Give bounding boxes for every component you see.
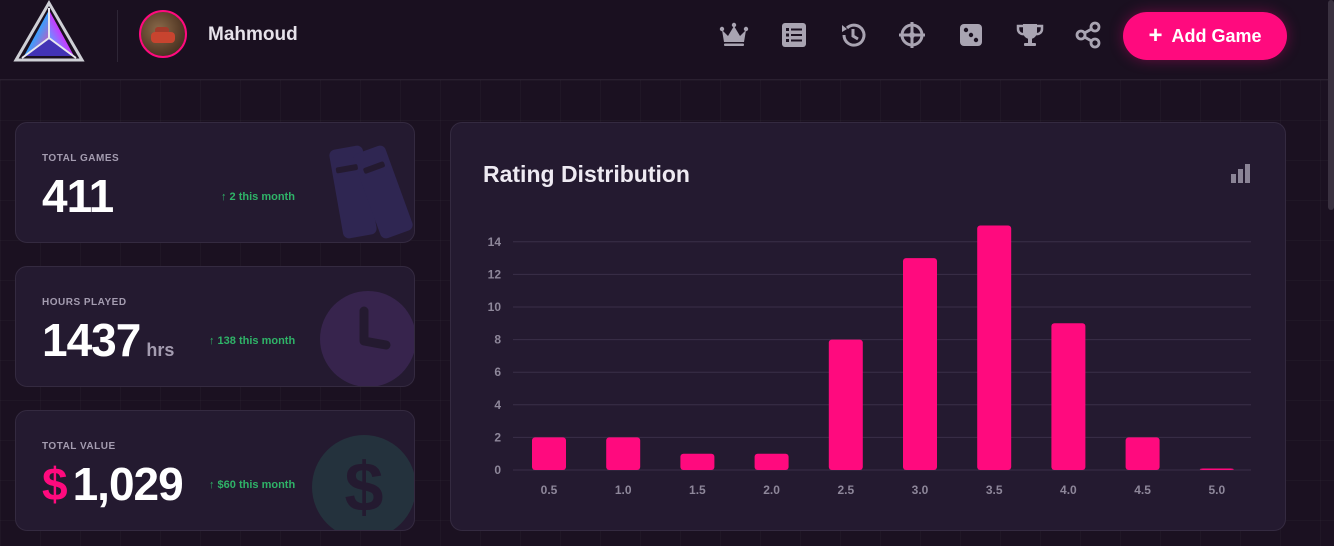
list-icon[interactable] [779, 20, 809, 50]
books-icon [329, 145, 413, 239]
rating-bar[interactable] [606, 437, 641, 470]
app-logo-icon[interactable] [12, 0, 86, 68]
username: Mahmoud [208, 24, 298, 45]
top-bar: Mahmoud + Add Game [0, 0, 1334, 80]
rating-bar[interactable] [903, 258, 937, 470]
trophy-icon[interactable] [1015, 20, 1045, 50]
hours-played-trend: ↑ 138 this month [209, 335, 296, 347]
crosshair-icon[interactable] [897, 20, 927, 50]
rating-bar[interactable] [828, 339, 863, 470]
currency-symbol: $ [42, 458, 68, 510]
add-game-button[interactable]: + Add Game [1123, 12, 1287, 60]
total-value-value-group: $1,029 [42, 457, 184, 511]
y-tick-label: 14 [488, 235, 502, 249]
x-tick-label: 3.5 [986, 483, 1003, 497]
plus-icon: + [1148, 22, 1163, 49]
clock-icon [320, 291, 414, 386]
hours-played-label: HOURS PLAYED [42, 297, 127, 308]
svg-text:$: $ [345, 448, 384, 526]
y-tick-label: 2 [494, 430, 501, 444]
y-tick-label: 12 [488, 267, 502, 281]
x-tick-label: 1.0 [615, 483, 632, 497]
x-tick-label: 1.5 [689, 483, 706, 497]
hours-played-value-group: 1437 hrs [42, 313, 174, 367]
history-icon[interactable] [838, 20, 868, 50]
x-tick-label: 4.0 [1060, 483, 1077, 497]
total-games-label: TOTAL GAMES [42, 153, 120, 164]
x-tick-label: 2.0 [763, 483, 780, 497]
total-value-label: TOTAL VALUE [42, 441, 116, 452]
hours-unit: hrs [146, 340, 175, 360]
total-value-trend: ↑ $60 this month [209, 479, 296, 491]
avatar[interactable] [139, 10, 187, 58]
add-game-label: Add Game [1171, 25, 1262, 46]
x-tick-label: 2.5 [837, 483, 854, 497]
total-games-trend: ↑ 2 this month [221, 191, 295, 203]
x-tick-label: 3.0 [912, 483, 929, 497]
y-tick-label: 8 [494, 333, 501, 347]
total-games-card: TOTAL GAMES 411 ↑ 2 this month [15, 122, 415, 243]
rating-bar[interactable] [754, 453, 789, 470]
rating-bar[interactable] [680, 453, 715, 470]
hours-played-value: 1437 [42, 314, 141, 366]
share-icon[interactable] [1073, 20, 1103, 50]
total-value-value: 1,029 [72, 458, 184, 510]
hours-played-card: HOURS PLAYED 1437 hrs ↑ 138 this month [15, 266, 415, 387]
rating-bar[interactable] [977, 225, 1012, 471]
total-games-value: 411 [42, 170, 114, 222]
x-tick-label: 5.0 [1208, 483, 1225, 497]
chart-title: Rating Distribution [483, 161, 690, 187]
header-divider [117, 10, 118, 62]
x-tick-label: 0.5 [541, 483, 558, 497]
rating-distribution-card: Rating Distribution 0 2 4 6 8 10 12 14 0.5 1.0 1.5… [450, 122, 1286, 531]
x-tick-label: 4.5 [1134, 483, 1151, 497]
bar-chart-icon[interactable] [1230, 163, 1252, 183]
rating-bar[interactable] [532, 437, 566, 470]
dollar-coin-icon: $ [312, 435, 414, 530]
total-value-card: $ TOTAL VALUE $1,029 ↑ $60 this month [15, 410, 415, 531]
scrollbar[interactable] [1328, 0, 1334, 210]
y-tick-label: 10 [488, 300, 502, 314]
rating-bar-chart: 0 2 4 6 8 10 12 14 0.5 1.0 1.5 2.0 2.5 3.0 3.5 4.0 4.5 5.… [488, 225, 1251, 497]
y-tick-label: 6 [494, 365, 501, 379]
y-tick-label: 0 [494, 463, 501, 477]
rating-bar[interactable] [1051, 323, 1086, 470]
crown-icon[interactable] [719, 20, 749, 50]
y-tick-label: 4 [494, 398, 501, 412]
dice-icon[interactable] [956, 20, 986, 50]
rating-bar[interactable] [1199, 468, 1234, 471]
rating-bar[interactable] [1125, 437, 1160, 470]
